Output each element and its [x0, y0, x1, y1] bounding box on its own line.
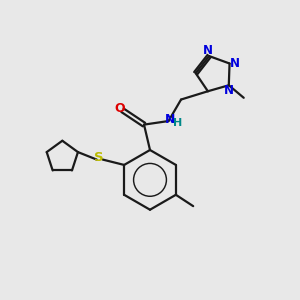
Text: N: N: [224, 84, 234, 97]
Text: N: N: [202, 44, 213, 58]
Text: O: O: [115, 102, 125, 115]
Text: S: S: [94, 151, 104, 164]
Text: N: N: [165, 113, 175, 126]
Text: H: H: [173, 118, 183, 128]
Text: N: N: [230, 57, 240, 70]
